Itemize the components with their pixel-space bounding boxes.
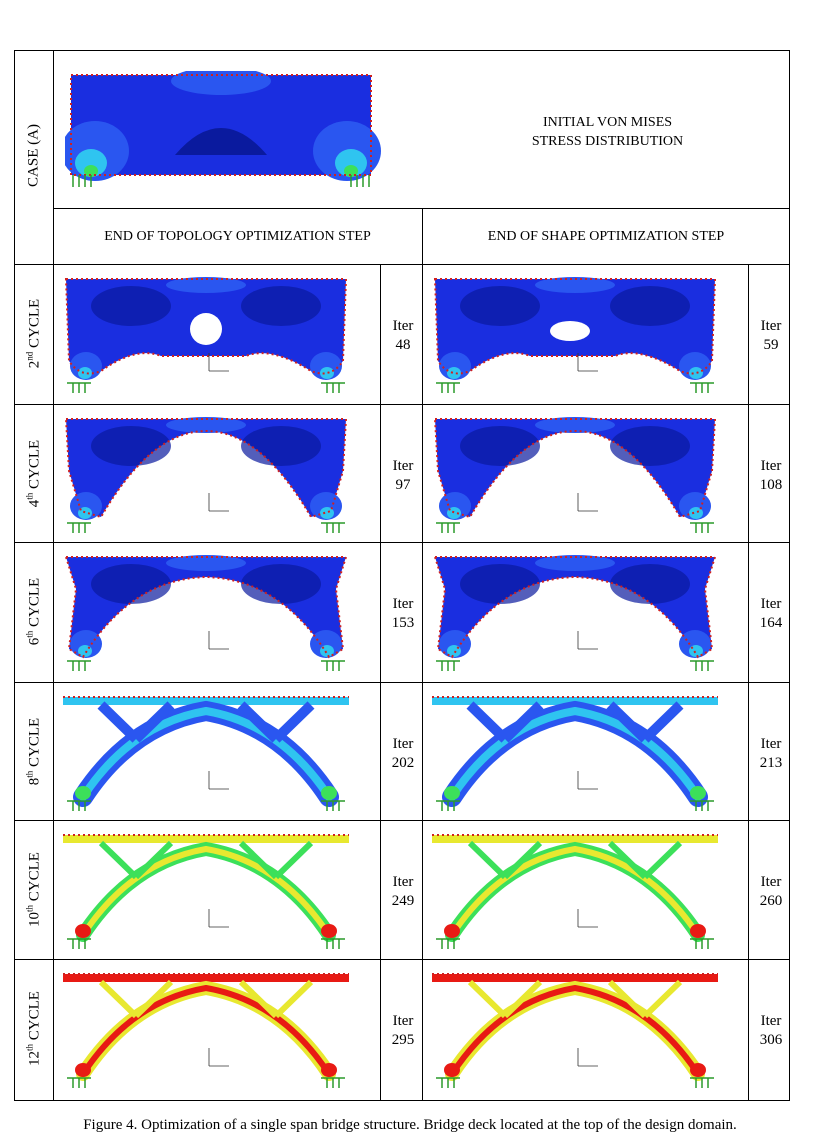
- shape-iteration: Iter 164: [749, 595, 793, 633]
- table-rule: [15, 959, 790, 960]
- shape-iteration: Iter 260: [749, 873, 793, 911]
- iter-word: Iter: [760, 874, 782, 890]
- topology-plot: [63, 834, 349, 949]
- initial-title-line1: INITIAL VON MISES: [542, 115, 673, 130]
- figure-caption: Figure 4. Optimization of a single span …: [83, 1117, 737, 1133]
- cycle-word: CYCLE: [26, 851, 43, 905]
- cycle-suffix: th: [24, 630, 35, 638]
- table-rule: [748, 264, 749, 1101]
- iter-word: Iter: [392, 736, 414, 752]
- initial-title-line2: STRESS DISTRIBUTION: [531, 134, 684, 149]
- iter-word: Iter: [392, 1013, 414, 1029]
- table-rule: [15, 264, 790, 265]
- topology-plot: [64, 555, 348, 671]
- table-rule: [53, 51, 54, 1101]
- cycle-label: 10th CYCLE: [25, 834, 44, 944]
- shape-plot: [432, 834, 718, 949]
- cycle-label: 8th CYCLE: [25, 696, 44, 806]
- iter-word: Iter: [392, 874, 414, 890]
- topology-plot: [63, 696, 349, 811]
- topology-iteration: Iter 249: [381, 873, 425, 911]
- cycle-word: CYCLE: [26, 990, 43, 1044]
- cycle-suffix: nd: [24, 351, 35, 361]
- cycle-suffix: th: [24, 1043, 35, 1051]
- shape-plot: [433, 417, 717, 533]
- topology-iteration: Iter 202: [381, 735, 425, 773]
- table-rule: [15, 820, 790, 821]
- cycle-word: CYCLE: [26, 439, 43, 493]
- cycle-number: 8: [26, 777, 43, 785]
- iter-word: Iter: [392, 596, 414, 612]
- shape-plot: [433, 277, 717, 393]
- topology-iteration: Iter 48: [381, 317, 425, 355]
- shape-plot: [433, 555, 717, 671]
- shape-iteration: Iter 108: [749, 457, 793, 495]
- table-rule: [15, 404, 790, 405]
- cycle-suffix: th: [24, 770, 35, 778]
- shape-iteration: Iter 59: [749, 317, 793, 355]
- iter-value: 213: [759, 755, 783, 771]
- shape-header: END OF SHAPE OPTIMIZATION STEP: [487, 229, 725, 244]
- topology-iteration: Iter 295: [381, 1012, 425, 1050]
- cycle-number: 4: [26, 499, 43, 507]
- cycle-suffix: th: [24, 492, 35, 500]
- initial-title: INITIAL VON MISES STRESS DISTRIBUTION: [435, 113, 780, 151]
- table-rule: [422, 208, 423, 1101]
- shape-iteration: Iter 306: [749, 1012, 793, 1050]
- iter-word: Iter: [392, 458, 414, 474]
- table-rule: [53, 208, 790, 209]
- shape-iteration: Iter 213: [749, 735, 793, 773]
- iter-word: Iter: [760, 736, 782, 752]
- iter-value: 306: [759, 1032, 783, 1048]
- topology-plot: [64, 277, 348, 393]
- iter-value: 59: [763, 337, 779, 353]
- cycle-label: 12th CYCLE: [25, 973, 44, 1083]
- figure-table: CASE (A) INITIAL VON MISES STRESS DISTRI…: [14, 50, 790, 1101]
- cycle-number: 2: [26, 360, 43, 368]
- cycle-number: 10: [26, 911, 43, 927]
- table-rule: [380, 264, 381, 1101]
- topology-plot: [63, 973, 349, 1088]
- cycle-word: CYCLE: [26, 717, 43, 771]
- iter-value: 164: [759, 615, 783, 631]
- cycle-label: 6th CYCLE: [25, 556, 44, 666]
- topology-iteration: Iter 153: [381, 595, 425, 633]
- iter-value: 97: [395, 477, 411, 493]
- cycle-word: CYCLE: [26, 298, 43, 352]
- cycle-label: 2nd CYCLE: [25, 278, 44, 388]
- iter-word: Iter: [760, 458, 782, 474]
- topology-header: END OF TOPOLOGY OPTIMIZATION STEP: [104, 229, 371, 244]
- cycle-number: 12: [26, 1050, 43, 1066]
- iter-value: 153: [391, 615, 415, 631]
- initial-stress-plot: [65, 71, 381, 187]
- cycle-label: 4th CYCLE: [25, 418, 44, 528]
- shape-plot: [432, 973, 718, 1088]
- table-rule: [15, 542, 790, 543]
- iter-word: Iter: [760, 596, 782, 612]
- iter-value: 202: [391, 755, 415, 771]
- shape-plot: [432, 696, 718, 811]
- iter-value: 295: [391, 1032, 415, 1048]
- iter-value: 249: [391, 893, 415, 909]
- iter-word: Iter: [760, 1013, 782, 1029]
- iter-word: Iter: [760, 318, 782, 334]
- topology-iteration: Iter 97: [381, 457, 425, 495]
- case-label: CASE (A): [25, 124, 42, 187]
- iter-value: 260: [759, 893, 783, 909]
- cycle-number: 6: [26, 637, 43, 645]
- iter-value: 108: [759, 477, 783, 493]
- cycle-word: CYCLE: [26, 577, 43, 631]
- cycle-suffix: th: [24, 904, 35, 912]
- iter-value: 48: [395, 337, 411, 353]
- iter-word: Iter: [392, 318, 414, 334]
- topology-plot: [64, 417, 348, 533]
- table-rule: [15, 682, 790, 683]
